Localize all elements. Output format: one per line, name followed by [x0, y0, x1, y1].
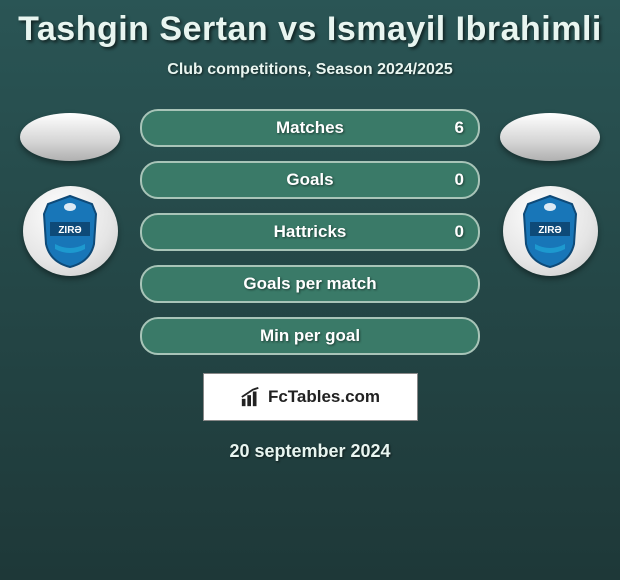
stat-row-goals: Goals 0 — [140, 161, 480, 199]
brand-text: FcTables.com — [268, 387, 380, 407]
subtitle: Club competitions, Season 2024/2025 — [0, 61, 620, 79]
stat-row-matches: Matches 6 — [140, 109, 480, 147]
stat-label: Goals per match — [160, 274, 460, 294]
stats-column: Matches 6 Goals 0 Hattricks 0 Goals per … — [140, 109, 480, 355]
stat-right-value: 6 — [455, 118, 464, 138]
player-right-club-badge: ZIRƏ — [503, 186, 598, 276]
player-left-avatar — [20, 113, 120, 161]
stat-label: Goals — [160, 170, 460, 190]
date-line: 20 september 2024 — [0, 441, 620, 462]
player-left-column: ZIRƏ — [20, 109, 120, 276]
svg-text:ZIRƏ: ZIRƏ — [58, 225, 81, 236]
comparison-card: Tashgin Sertan vs Ismayil Ibrahimli Club… — [0, 0, 620, 472]
page-title: Tashgin Sertan vs Ismayil Ibrahimli — [0, 10, 620, 49]
brand-badge[interactable]: FcTables.com — [203, 373, 418, 421]
player-right-column: ZIRƏ — [500, 109, 600, 276]
stat-right-value: 0 — [455, 222, 464, 242]
stat-label: Hattricks — [160, 222, 460, 242]
stat-row-min-per-goal: Min per goal — [140, 317, 480, 355]
club-shield-icon: ZIRƏ — [520, 194, 580, 269]
player-left-club-badge: ZIRƏ — [23, 186, 118, 276]
stat-row-goals-per-match: Goals per match — [140, 265, 480, 303]
stat-label: Min per goal — [160, 326, 460, 346]
svg-text:ZIRƏ: ZIRƏ — [538, 225, 561, 236]
stat-label: Matches — [160, 118, 460, 138]
content-row: ZIRƏ Matches 6 Goals 0 Hattricks — [0, 109, 620, 355]
stat-row-hattricks: Hattricks 0 — [140, 213, 480, 251]
player-right-avatar — [500, 113, 600, 161]
club-shield-icon: ZIRƏ — [40, 194, 100, 269]
stat-right-value: 0 — [455, 170, 464, 190]
chart-icon — [240, 386, 262, 408]
